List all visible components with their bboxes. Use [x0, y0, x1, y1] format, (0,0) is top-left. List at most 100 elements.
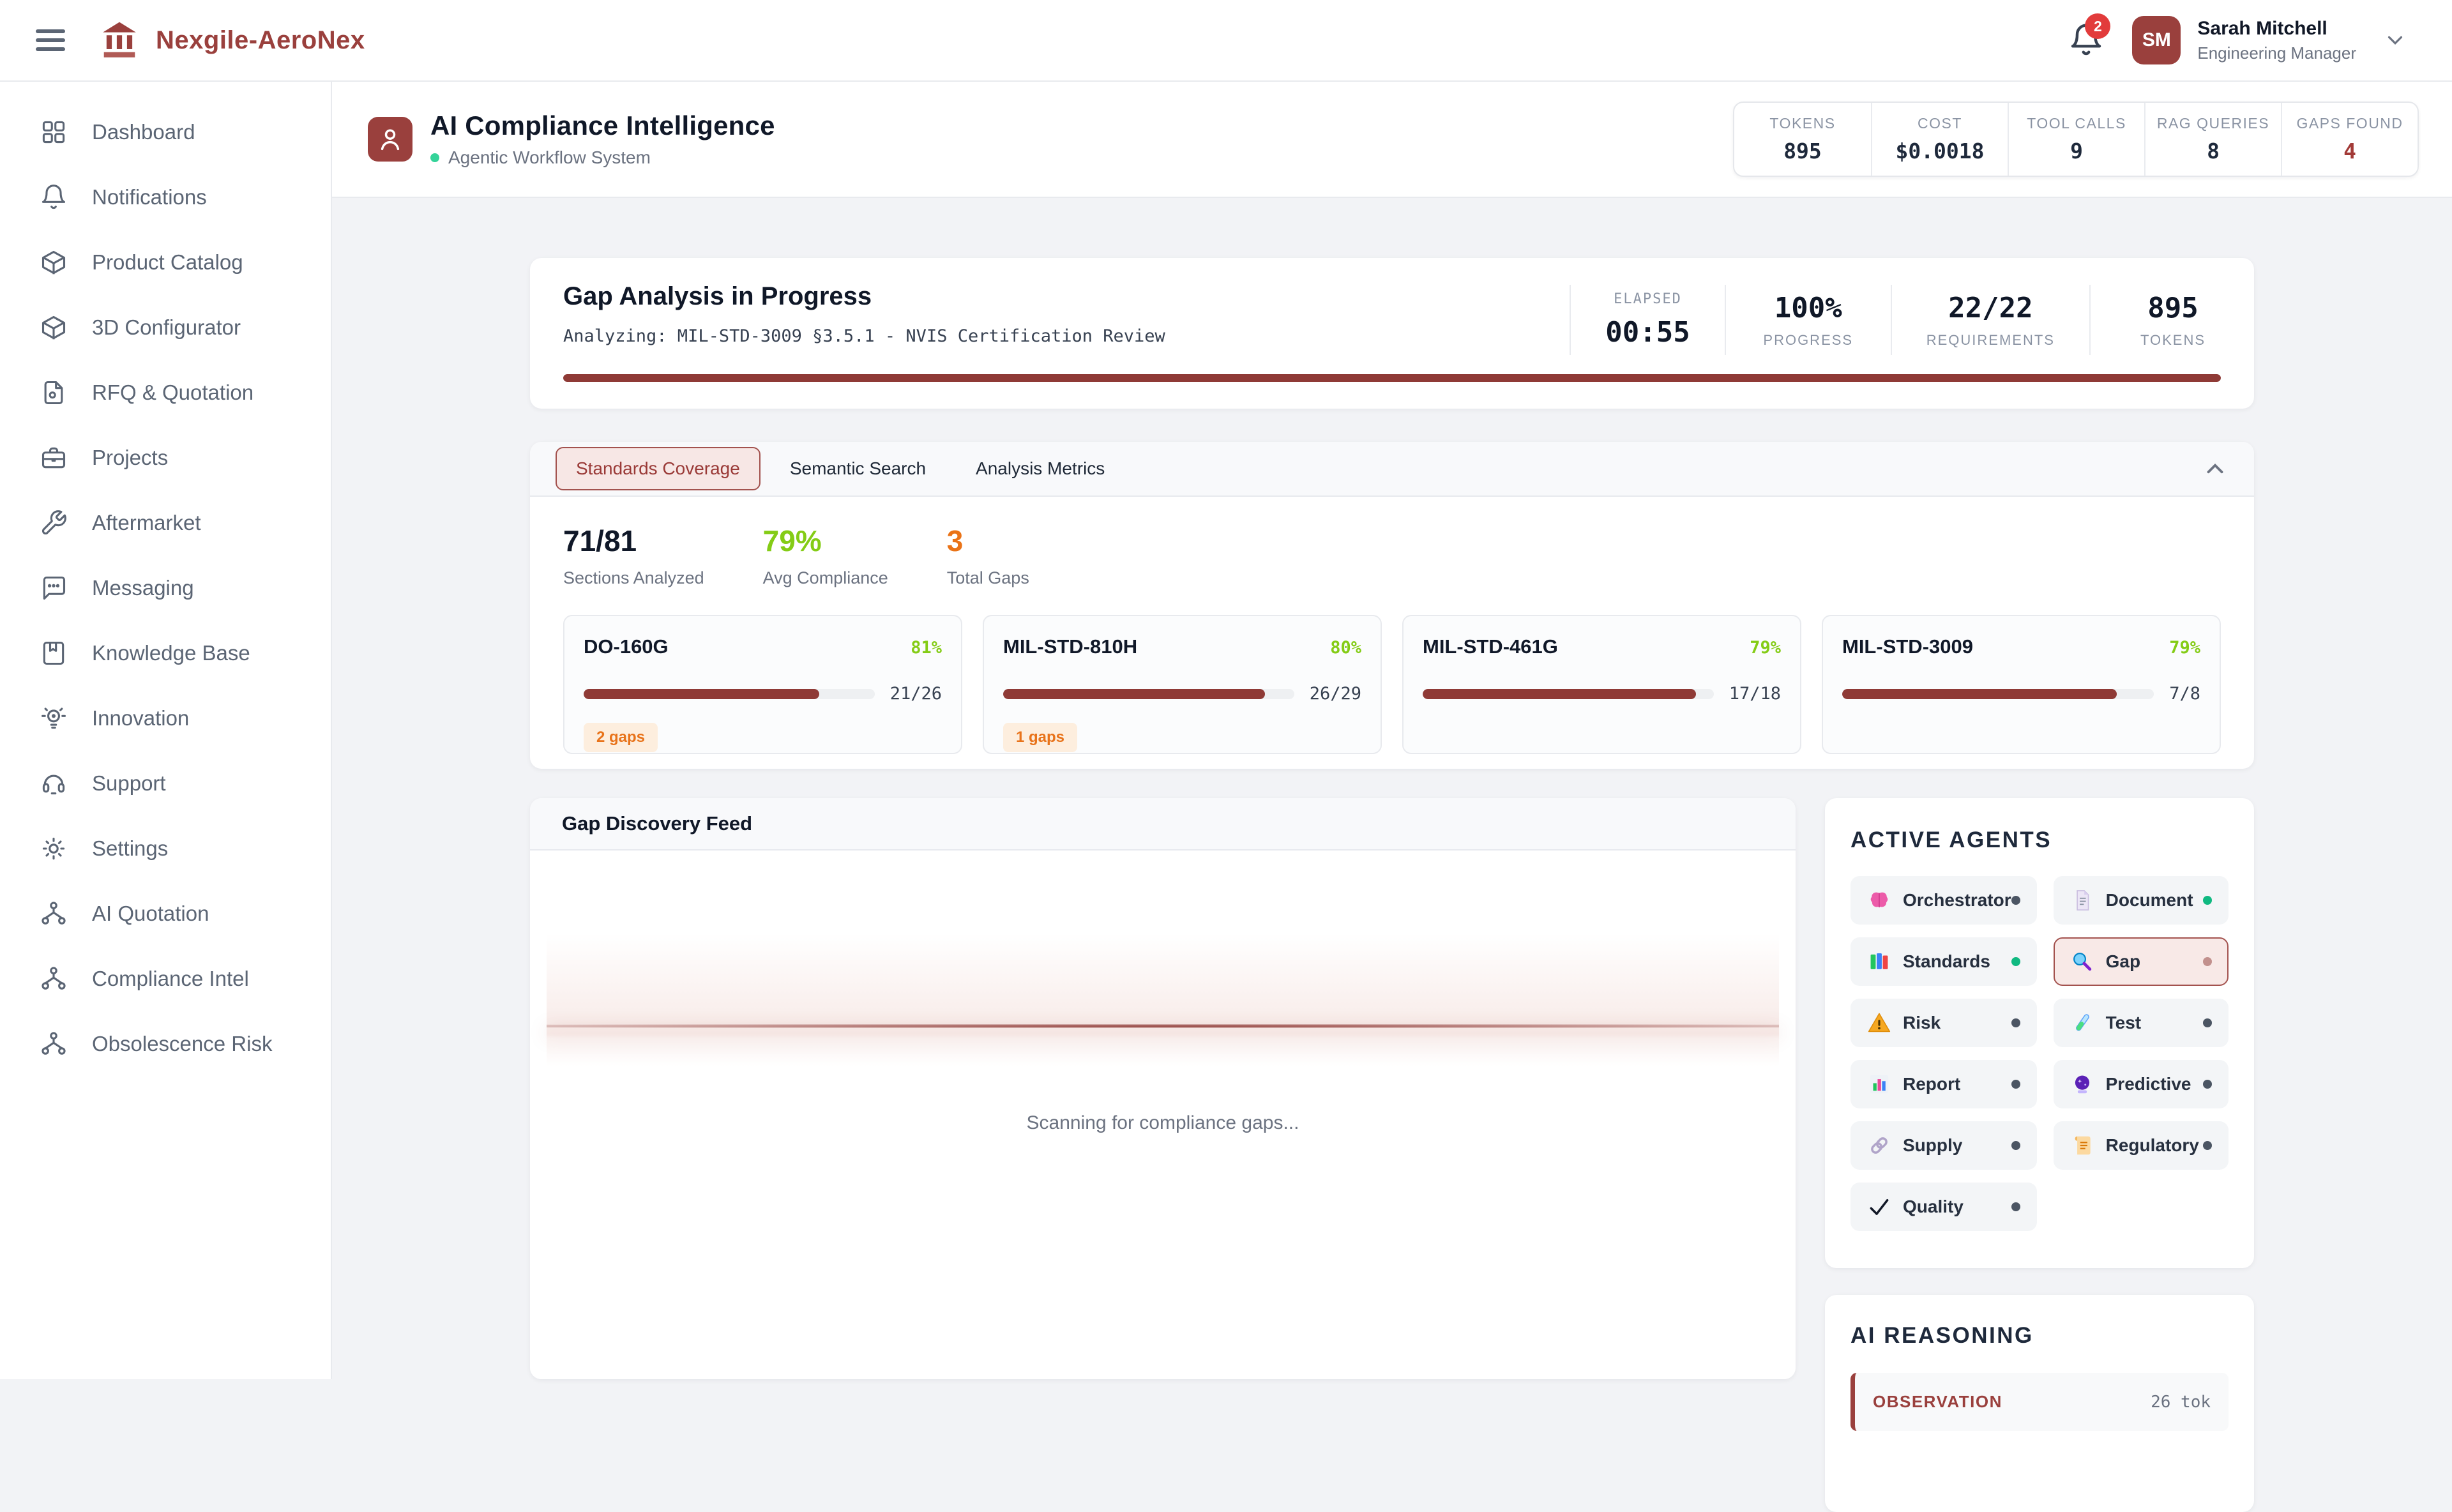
- bell-icon: [42, 185, 66, 209]
- sidebar-item-notifications[interactable]: Notifications: [0, 165, 331, 230]
- analysis-subtitle: Analyzing: MIL-STD-3009 §3.5.1 - NVIS Ce…: [563, 326, 1165, 346]
- user-menu[interactable]: SM Sarah Mitchell Engineering Manager: [2132, 16, 2407, 64]
- sidebar-item-compliance-intel[interactable]: Compliance Intel: [0, 946, 331, 1011]
- stat-cost: COST $0.0018: [1871, 103, 2008, 176]
- scan-line: [547, 1024, 1779, 1028]
- active-agents-card: ACTIVE AGENTS Orchestrator Document: [1825, 798, 2254, 1268]
- agent-status-dot: [2203, 1141, 2212, 1150]
- progress-track: [1842, 688, 2154, 699]
- agent-chip-supply[interactable]: Supply: [1850, 1121, 2037, 1170]
- agent-status-dot: [2203, 896, 2212, 905]
- standards-grid: DO-160G 81% 21/26 2 gaps MIL-STD-810H 80…: [563, 615, 2221, 754]
- page-header: AI Compliance Intelligence Agentic Workf…: [332, 82, 2452, 198]
- sidebar-item-label: AI Quotation: [92, 902, 209, 925]
- sidebar-item-label: Compliance Intel: [92, 967, 249, 990]
- analysis-progress-fill: [563, 374, 2221, 382]
- feed-title: Gap Discovery Feed: [562, 812, 753, 835]
- status-dot: [430, 153, 439, 162]
- tab-standards-coverage[interactable]: Standards Coverage: [556, 447, 761, 490]
- document-icon: [2076, 890, 2089, 911]
- chain-link-icon: [1871, 1137, 1888, 1154]
- sidebar: Dashboard Notifications Product Catalog …: [0, 82, 332, 1379]
- tab-semantic-search[interactable]: Semantic Search: [789, 458, 927, 478]
- progress-fill: [1003, 688, 1266, 699]
- standard-card-do-160g[interactable]: DO-160G 81% 21/26 2 gaps: [563, 615, 962, 754]
- coverage-card: Standards Coverage Semantic Search Analy…: [530, 442, 2254, 769]
- agent-chip-document[interactable]: Document: [2053, 876, 2229, 925]
- sidebar-item-label: 3D Configurator: [92, 315, 241, 339]
- collapse-panel-button[interactable]: [2202, 455, 2229, 482]
- sidebar-item-label: Messaging: [92, 576, 194, 600]
- divider: [1570, 285, 1571, 355]
- gap-discovery-feed-card: Gap Discovery Feed Scanning for complian…: [530, 798, 1796, 1379]
- package-icon: [42, 250, 66, 275]
- divider: [1890, 285, 1892, 355]
- sidebar-item-messaging[interactable]: Messaging: [0, 556, 331, 621]
- agent-chip-test[interactable]: Test: [2053, 999, 2229, 1047]
- sidebar-item-projects[interactable]: Projects: [0, 425, 331, 490]
- headset-icon: [42, 775, 65, 795]
- agent-chip-risk[interactable]: Risk: [1850, 999, 2037, 1047]
- crystal-ball-icon: [2075, 1075, 2089, 1094]
- stat-gaps-found: GAPS FOUND 4: [2281, 103, 2418, 176]
- agent-status-dot: [2011, 896, 2020, 905]
- agent-status-dot: [2011, 1141, 2020, 1150]
- books-icon: [1870, 953, 1888, 969]
- notifications-bell-icon[interactable]: 2: [2068, 13, 2111, 58]
- progress-fill: [1842, 688, 2117, 699]
- tab-analysis-metrics[interactable]: Analysis Metrics: [976, 458, 1105, 478]
- hamburger-menu-icon[interactable]: [36, 29, 65, 51]
- sidebar-item-label: Aftermarket: [92, 511, 201, 534]
- sidebar-item-obsolescence-risk[interactable]: Obsolescence Risk: [0, 1011, 331, 1077]
- magnifier-icon: [2073, 953, 2091, 971]
- sidebar-item-label: Notifications: [92, 185, 207, 209]
- divider: [1724, 285, 1726, 355]
- agent-chip-report[interactable]: Report: [1850, 1060, 2037, 1108]
- standard-card-mil-std-3009[interactable]: MIL-STD-3009 79% 7/8: [1822, 615, 2221, 754]
- agent-chip-predictive[interactable]: Predictive: [2053, 1060, 2229, 1108]
- sidebar-item-settings[interactable]: Settings: [0, 816, 331, 881]
- sidebar-item-3d-configurator[interactable]: 3D Configurator: [0, 295, 331, 360]
- scan-gradient: [547, 934, 1779, 1038]
- chevron-down-icon: [2388, 36, 2403, 45]
- sidebar-item-dashboard[interactable]: Dashboard: [0, 100, 331, 165]
- user-role: Engineering Manager: [2197, 43, 2356, 63]
- sidebar-item-support[interactable]: Support: [0, 751, 331, 816]
- main-content: Gap Analysis in Progress Analyzing: MIL-…: [332, 198, 2452, 1512]
- divider: [2089, 285, 2091, 355]
- reasoning-entry-tokens: 26 tok: [2151, 1392, 2211, 1412]
- progress-fill: [1423, 688, 1697, 699]
- notification-count-badge: 2: [2085, 13, 2111, 39]
- agent-status-dot: [2011, 1018, 2020, 1027]
- sidebar-item-aftermarket[interactable]: Aftermarket: [0, 490, 331, 556]
- avatar: SM: [2132, 16, 2181, 64]
- sidebar-item-knowledge-base[interactable]: Knowledge Base: [0, 621, 331, 686]
- active-agents-title: ACTIVE AGENTS: [1850, 828, 2052, 852]
- stat-tool-calls: TOOL CALLS 9: [2008, 103, 2144, 176]
- sidebar-item-label: Obsolescence Risk: [92, 1032, 273, 1055]
- cube-icon: [42, 315, 66, 340]
- agent-chip-regulatory[interactable]: Regulatory: [2053, 1121, 2229, 1170]
- agent-chip-orchestrator[interactable]: Orchestrator: [1850, 876, 2037, 925]
- agent-status-dot: [2203, 957, 2212, 966]
- metric-progress: 100% PROGRESS: [1763, 291, 1854, 348]
- checkmark-icon: [1870, 1198, 1889, 1215]
- agent-chip-quality[interactable]: Quality: [1850, 1183, 2037, 1231]
- sidebar-item-ai-quotation[interactable]: AI Quotation: [0, 881, 331, 946]
- agent-chip-standards[interactable]: Standards: [1850, 937, 2037, 986]
- file-icon: [44, 381, 63, 405]
- reasoning-entry-type: OBSERVATION: [1873, 1392, 2002, 1411]
- gaps-badge: 2 gaps: [584, 723, 658, 752]
- page-title: AI Compliance Intelligence: [430, 110, 775, 140]
- gap-analysis-card: Gap Analysis in Progress Analyzing: MIL-…: [530, 258, 2254, 409]
- standard-card-mil-std-810h[interactable]: MIL-STD-810H 80% 26/29 1 gaps: [983, 615, 1382, 754]
- sidebar-item-innovation[interactable]: Innovation: [0, 686, 331, 751]
- standard-card-mil-std-461g[interactable]: MIL-STD-461G 79% 17/18: [1402, 615, 1801, 754]
- sidebar-item-label: Innovation: [92, 706, 190, 730]
- sidebar-item-product-catalog[interactable]: Product Catalog: [0, 230, 331, 295]
- agent-chip-gap[interactable]: Gap: [2053, 937, 2229, 986]
- sidebar-item-rfq-quotation[interactable]: RFQ & Quotation: [0, 360, 331, 425]
- brand-name: Nexgile-AeroNex: [156, 26, 365, 54]
- book-icon: [43, 641, 64, 665]
- summary-sections-analyzed: 71/81 Sections Analyzed: [563, 524, 704, 587]
